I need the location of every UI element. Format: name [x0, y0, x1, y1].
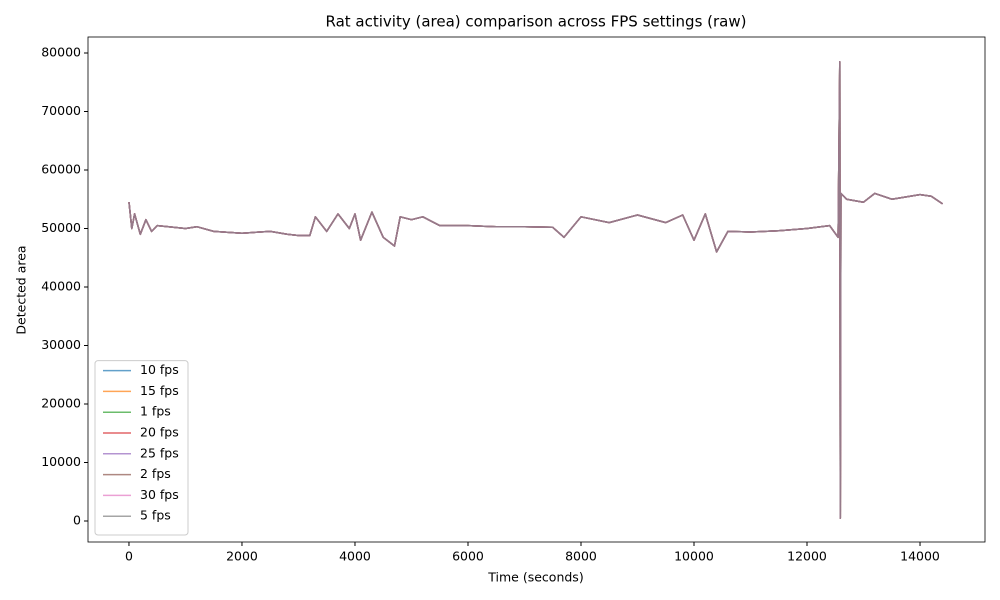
y-tick-label: 80000	[41, 44, 81, 59]
x-tick-label: 0	[125, 549, 133, 564]
legend-label: 30 fps	[140, 487, 179, 502]
x-axis-label: Time (seconds)	[487, 570, 583, 585]
y-tick-label: 10000	[41, 454, 81, 469]
y-tick-label: 40000	[41, 278, 81, 293]
legend-label: 10 fps	[140, 362, 179, 377]
legend-box	[94, 360, 189, 536]
x-tick-label: 10000	[674, 549, 714, 564]
chart-title: Rat activity (area) comparison across FP…	[326, 13, 747, 31]
legend-label: 5 fps	[140, 508, 171, 523]
y-tick-label: 70000	[41, 103, 81, 118]
legend-label: 1 fps	[140, 404, 171, 419]
y-tick-label: 20000	[41, 395, 81, 410]
x-tick-label: 12000	[787, 549, 827, 564]
y-tick-label: 60000	[41, 161, 81, 176]
y-tick-label: 50000	[41, 220, 81, 235]
legend-label: 25 fps	[140, 445, 179, 460]
axes-frame	[87, 36, 986, 543]
legend-label: 2 fps	[140, 466, 171, 481]
legend-label: 20 fps	[140, 425, 179, 440]
x-tick-label: 8000	[565, 549, 597, 564]
x-tick-label: 2000	[226, 549, 258, 564]
series-line	[128, 61, 944, 519]
legend-label: 15 fps	[140, 383, 179, 398]
x-tick-label: 4000	[339, 549, 371, 564]
x-tick-label: 6000	[452, 549, 484, 564]
y-axis-label: Detected area	[14, 245, 29, 334]
x-tick-label: 14000	[900, 549, 940, 564]
y-tick-label: 30000	[41, 337, 81, 352]
y-tick-label: 0	[73, 512, 81, 527]
